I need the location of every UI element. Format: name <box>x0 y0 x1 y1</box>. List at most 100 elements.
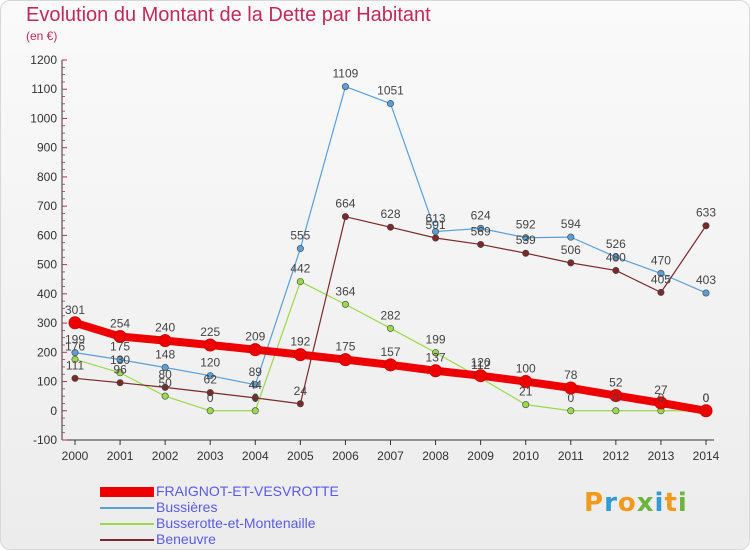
data-label: 480 <box>606 250 626 264</box>
data-label: 442 <box>290 262 310 276</box>
series-point <box>116 356 124 364</box>
data-label: 192 <box>290 335 310 349</box>
y-tick-label: 800 <box>37 170 57 184</box>
y-tick-label: 200 <box>37 345 57 359</box>
data-label: 52 <box>609 376 623 390</box>
legend-label: Busserotte-et-Montenaille <box>156 515 316 531</box>
x-tick-label: 2012 <box>603 449 630 463</box>
series-point <box>296 245 304 253</box>
data-label: 254 <box>110 317 130 331</box>
series-point <box>477 240 485 248</box>
data-label: 240 <box>155 321 175 335</box>
data-label: 176 <box>65 339 85 353</box>
legend-swatch <box>100 487 154 497</box>
series-point <box>567 407 575 415</box>
series-point <box>567 233 575 241</box>
data-label: 1109 <box>333 67 359 81</box>
series-point <box>386 100 394 108</box>
series-point <box>296 278 304 286</box>
x-tick-label: 2001 <box>107 449 134 463</box>
data-label: 613 <box>426 212 446 226</box>
x-tick-label: 2000 <box>62 449 89 463</box>
data-label: 364 <box>335 284 355 298</box>
data-label: 199 <box>426 333 446 347</box>
series-point <box>432 234 440 242</box>
series-point <box>384 358 397 372</box>
y-tick-label: 100 <box>37 375 57 389</box>
series-point <box>296 400 304 408</box>
x-tick-label: 2011 <box>558 449 584 463</box>
y-tick-label: 0 <box>50 404 57 418</box>
data-label: 0 <box>567 391 574 405</box>
data-label: 470 <box>651 253 671 267</box>
series-point <box>386 324 394 332</box>
chart-title: Evolution du Montant de la Dette par Hab… <box>26 4 431 26</box>
legend-label: Beneuvre <box>156 531 216 547</box>
data-label: 282 <box>380 308 400 322</box>
x-tick-label: 2002 <box>152 449 179 463</box>
data-label: 0 <box>252 391 259 405</box>
data-label: 157 <box>380 345 400 359</box>
series-point <box>341 213 349 221</box>
series-point <box>68 316 82 330</box>
series-point <box>654 396 668 410</box>
logo-letter: P <box>584 488 605 518</box>
x-tick-label: 2006 <box>332 449 359 463</box>
data-label: 199 <box>65 333 85 347</box>
logo-letter: o <box>617 488 637 518</box>
series-point <box>474 369 488 383</box>
data-label: 555 <box>290 229 310 243</box>
series-point <box>203 338 217 352</box>
data-label: 628 <box>380 207 400 221</box>
data-label: 130 <box>110 353 130 367</box>
data-label: 664 <box>335 197 355 211</box>
series-point <box>251 381 259 389</box>
x-tick-label: 2013 <box>648 449 675 463</box>
y-tick-label: 700 <box>37 199 57 213</box>
series-point <box>477 224 485 232</box>
series-point <box>386 223 394 231</box>
y-tick-label: 1000 <box>30 111 57 125</box>
logo-letter: t <box>664 488 678 518</box>
series-point <box>293 348 307 362</box>
data-label: 301 <box>65 303 85 317</box>
x-tick-label: 2010 <box>512 449 539 463</box>
data-label: 403 <box>696 273 716 287</box>
data-label: 62 <box>204 373 218 387</box>
series-point <box>522 249 530 257</box>
series-point <box>116 369 124 377</box>
data-label: 225 <box>200 325 220 339</box>
series-point <box>161 392 169 400</box>
y-tick-label: 900 <box>37 141 57 155</box>
series-point <box>161 364 169 372</box>
legend-label: FRAIGNOT-ET-VESVROTTE <box>156 483 339 499</box>
data-label: 120 <box>200 356 220 370</box>
data-label: 44 <box>249 378 263 392</box>
data-label: 0 <box>703 391 710 405</box>
data-label: 0 <box>703 391 710 405</box>
data-label: 137 <box>426 351 446 365</box>
data-label: 96 <box>113 363 127 377</box>
series-point <box>341 83 349 91</box>
data-label: 539 <box>516 233 536 247</box>
series-point <box>161 383 169 391</box>
series-point <box>609 389 623 403</box>
data-label: 21 <box>519 385 533 399</box>
data-label: 0 <box>207 391 214 405</box>
legend-swatch <box>100 539 154 541</box>
series-point <box>206 407 214 415</box>
data-label: 80 <box>158 367 172 381</box>
series-point <box>699 404 713 418</box>
series-point <box>429 364 443 378</box>
series-point <box>206 389 214 397</box>
data-label: 148 <box>155 348 175 362</box>
x-tick-label: 2014 <box>693 449 720 463</box>
series-point <box>567 259 575 267</box>
series-point <box>251 407 259 415</box>
series-point <box>519 375 533 389</box>
data-label: 506 <box>561 243 581 257</box>
series-point <box>612 407 620 415</box>
x-tick-label: 2004 <box>242 449 269 463</box>
data-label: 209 <box>245 330 265 344</box>
